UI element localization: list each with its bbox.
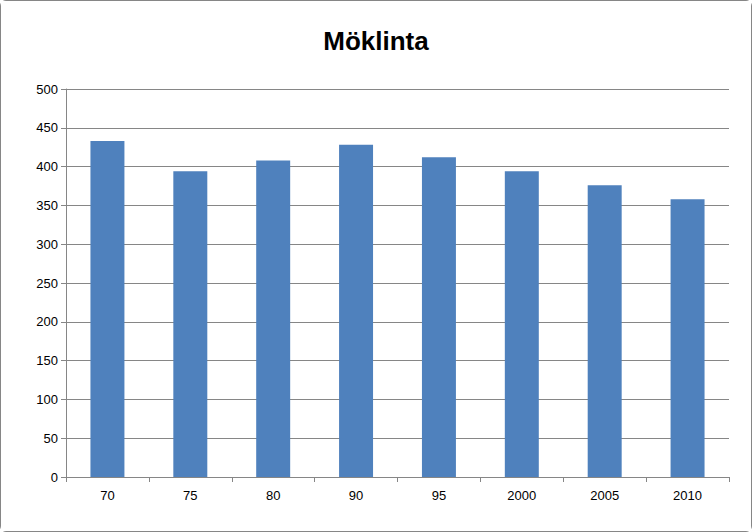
svg-text:500: 500 [36,82,58,97]
svg-text:2000: 2000 [507,488,536,503]
svg-text:100: 100 [36,392,58,407]
svg-text:450: 450 [36,120,58,135]
svg-text:95: 95 [432,488,446,503]
svg-text:2005: 2005 [590,488,619,503]
svg-text:2010: 2010 [673,488,702,503]
svg-text:Möklinta: Möklinta [323,26,429,56]
svg-text:70: 70 [100,488,114,503]
svg-text:90: 90 [349,488,363,503]
svg-text:200: 200 [36,314,58,329]
svg-text:350: 350 [36,198,58,213]
svg-text:250: 250 [36,276,58,291]
svg-text:300: 300 [36,237,58,252]
svg-text:50: 50 [44,431,58,446]
svg-text:0: 0 [51,470,58,485]
svg-text:400: 400 [36,159,58,174]
svg-text:80: 80 [266,488,280,503]
svg-text:75: 75 [183,488,197,503]
svg-text:150: 150 [36,353,58,368]
